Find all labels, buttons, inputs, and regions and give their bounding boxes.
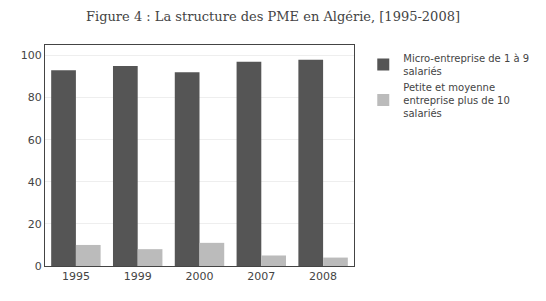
svg-text:40: 40 [28, 176, 42, 189]
svg-text:100: 100 [21, 49, 42, 62]
svg-text:2008: 2008 [309, 270, 337, 283]
svg-text:0: 0 [35, 260, 42, 273]
svg-text:1995: 1995 [62, 270, 90, 283]
svg-text:2000: 2000 [186, 270, 214, 283]
svg-text:Micro-entreprise de 1 à 9salar: Micro-entreprise de 1 à 9salariés [403, 53, 529, 77]
svg-text:Petite et moyenneentreprise pl: Petite et moyenneentreprise plus de 10sa… [403, 82, 510, 119]
svg-text:60: 60 [28, 134, 42, 147]
svg-text:1999: 1999 [124, 270, 152, 283]
svg-text:80: 80 [28, 91, 42, 104]
svg-text:2007: 2007 [247, 270, 275, 283]
svg-text:20: 20 [28, 218, 42, 231]
svg-text:Figure 4 : La structure des PM: Figure 4 : La structure des PME en Algér… [86, 9, 460, 24]
